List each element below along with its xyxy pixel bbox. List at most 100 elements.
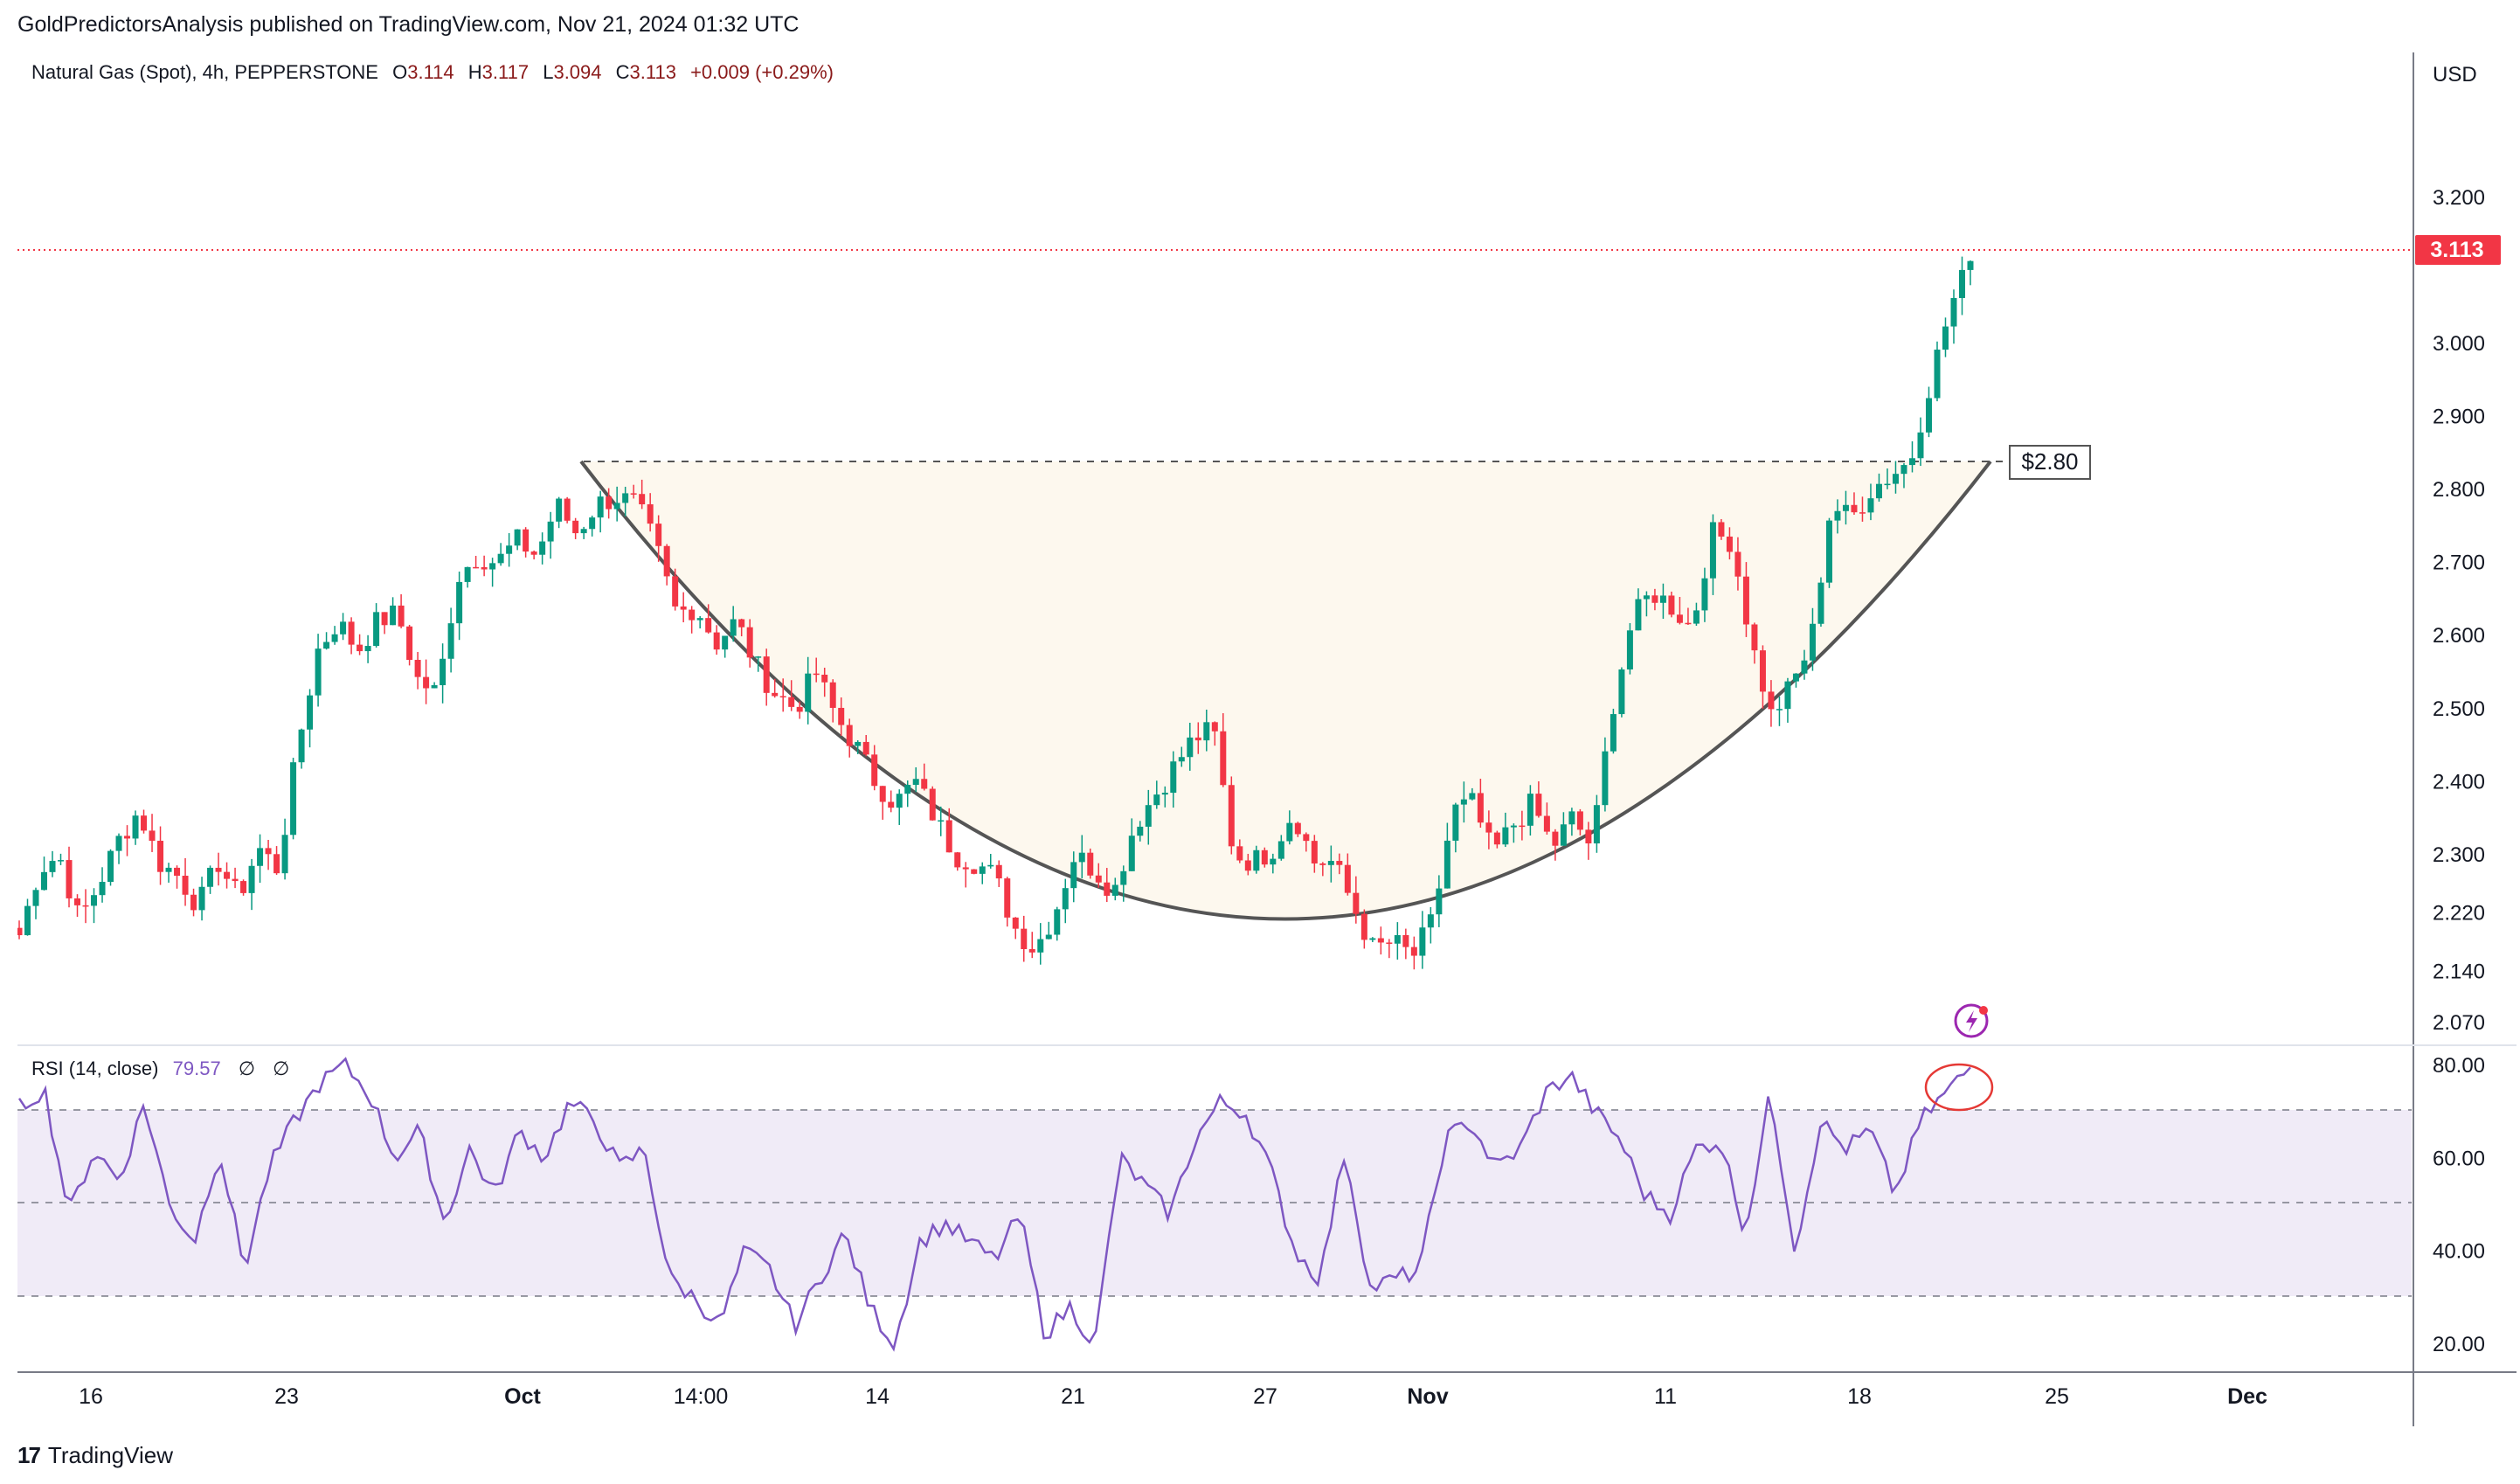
candle-body	[821, 674, 828, 683]
change-value: +0.009 (+0.29%)	[690, 61, 834, 83]
rsi-null-1: ∅	[238, 1058, 255, 1079]
candle-body	[232, 878, 239, 882]
candle-body	[1958, 269, 1965, 299]
candle-body	[1153, 794, 1160, 806]
currency-label[interactable]: USD	[2433, 63, 2477, 87]
candle-body	[1668, 595, 1675, 615]
candle-body	[755, 656, 762, 658]
candle-body	[1851, 504, 1858, 513]
candle-body	[447, 623, 454, 659]
candle-body	[323, 641, 330, 649]
candle-body	[779, 696, 786, 697]
rsi-label[interactable]: RSI (14, close)	[31, 1058, 159, 1079]
symbol-name[interactable]: Natural Gas (Spot), 4h, PEPPERSTONE	[31, 61, 378, 83]
candle-body	[1884, 483, 1891, 486]
time-axis: 16 23 Oct 14:00 14 21 27 Nov 11 18 25 Dec	[79, 1384, 2267, 1409]
candle-body	[1618, 669, 1625, 715]
candle-body	[1128, 836, 1135, 871]
candle-body	[1784, 681, 1791, 710]
candle-body	[1676, 614, 1683, 623]
candle-body	[1568, 811, 1575, 825]
candle-body	[1402, 934, 1409, 947]
rsi-tick: 80.00	[2433, 1054, 2485, 1078]
last-price-tag-text: 3.113	[2430, 238, 2483, 262]
candle-body	[1469, 793, 1476, 800]
high-value: 3.117	[481, 61, 530, 83]
candle-body	[1436, 888, 1443, 915]
time-tick: 14:00	[674, 1384, 729, 1409]
candle-body	[207, 867, 214, 887]
time-tick: Oct	[504, 1384, 541, 1409]
time-tick: 18	[1847, 1384, 1872, 1409]
candle-body	[1211, 722, 1218, 732]
candles	[17, 256, 1974, 970]
candle-body	[1701, 578, 1708, 611]
candle-body	[1759, 650, 1766, 692]
last-price-tag: 3.113	[2415, 235, 2501, 265]
price-tick: 2.300	[2433, 843, 2485, 867]
resistance-label: $2.80	[2009, 445, 2091, 480]
candle-body	[1610, 714, 1617, 752]
flash-icon[interactable]	[1954, 1003, 1989, 1038]
resistance-label-text: $2.80	[2021, 448, 2078, 475]
candle-body	[1825, 520, 1832, 583]
close-value: 3.113	[629, 61, 676, 83]
candle-body	[1593, 805, 1600, 844]
candle-body	[1576, 811, 1583, 830]
candle-body	[838, 707, 845, 725]
candle-body	[1410, 947, 1417, 956]
candle-body	[1277, 841, 1284, 859]
candle-body	[1236, 846, 1243, 861]
candle-body	[1369, 938, 1376, 940]
candle-body	[1360, 913, 1367, 940]
candle-body	[1194, 737, 1201, 741]
price-tick: 2.070	[2433, 1011, 2485, 1035]
candle-body	[1859, 512, 1866, 514]
symbol-legend[interactable]: Natural Gas (Spot), 4h, PEPPERSTONE O3.1…	[31, 61, 834, 84]
candle-body	[49, 861, 56, 872]
candle-body	[1443, 840, 1450, 889]
candle-body	[1892, 474, 1899, 484]
candle-body	[622, 493, 629, 503]
footer-brand: TradingView	[47, 1442, 173, 1468]
candle-body	[938, 820, 945, 822]
candle-body	[672, 576, 679, 607]
rsi-legend[interactable]: RSI (14, close) 79.57 ∅ ∅	[31, 1058, 289, 1080]
candle-body	[1693, 610, 1700, 624]
candle-body	[1327, 861, 1334, 865]
candle-body	[157, 841, 164, 872]
candle-body	[1510, 825, 1517, 828]
cup-curve	[579, 460, 1992, 921]
candle-body	[1726, 536, 1733, 552]
candle-body	[440, 658, 447, 686]
candle-body	[115, 836, 122, 851]
candle-body	[1311, 841, 1318, 863]
candle-body	[456, 581, 463, 624]
candle-body	[1220, 731, 1227, 786]
candle-body	[730, 619, 737, 636]
candle-body	[1294, 822, 1301, 835]
candle-body	[1734, 551, 1741, 577]
candle-body	[182, 876, 189, 895]
candle-body	[613, 503, 620, 510]
candle-body	[514, 529, 521, 546]
price-tick: 2.400	[2433, 770, 2485, 794]
cup-fill	[581, 461, 1990, 919]
candle-body	[1104, 882, 1111, 896]
candle-body	[655, 524, 662, 546]
candle-body	[862, 741, 869, 755]
candle-body	[24, 905, 31, 936]
price-tick: 2.140	[2433, 960, 2485, 984]
candle-body	[1485, 822, 1492, 833]
rsi-null-2: ∅	[273, 1058, 290, 1079]
candle-body	[945, 820, 952, 853]
rsi-line	[17, 1057, 1971, 1352]
candle-body	[1900, 465, 1907, 475]
rsi-tick: 60.00	[2433, 1147, 2485, 1170]
candle-body	[473, 566, 480, 569]
time-tick: 25	[2045, 1384, 2069, 1409]
low-value: 3.094	[553, 61, 602, 83]
candle-body	[879, 786, 886, 802]
candle-body	[1303, 834, 1310, 842]
candle-body	[523, 529, 530, 552]
